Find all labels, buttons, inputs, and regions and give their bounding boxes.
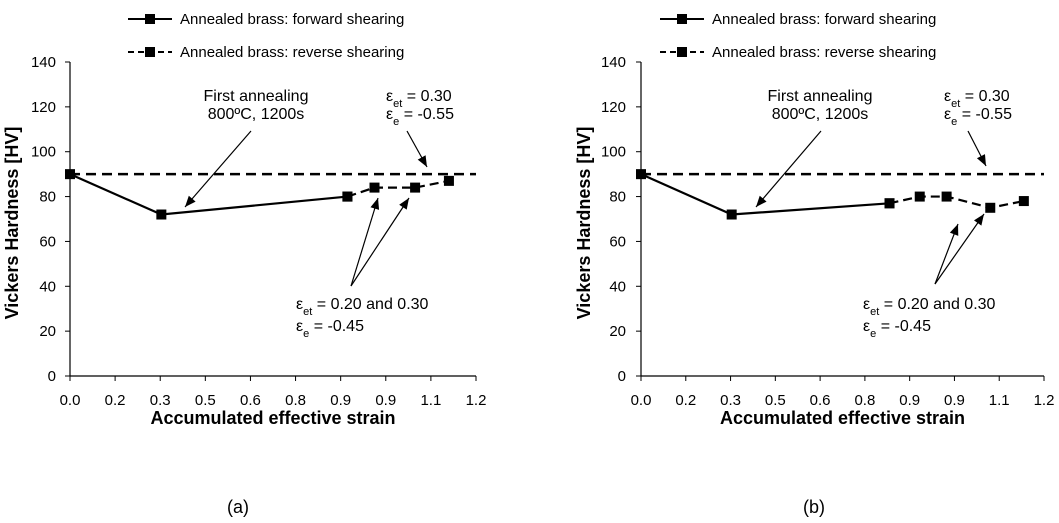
chart-panel-b: 0 20 40 60 80 100 120 140 0.0 0.2 0.3 0.5 0.6 0.8 0.9 0… bbox=[574, 11, 1054, 517]
y-tick-label: 80 bbox=[609, 189, 626, 206]
x-tick-label: 0.8 bbox=[285, 392, 306, 409]
data-point-marker bbox=[636, 169, 646, 180]
x-tick-label: 0.5 bbox=[195, 392, 216, 409]
annotation-arrow-2-shaft bbox=[350, 197, 379, 287]
x-tick-label: 0.9 bbox=[944, 392, 965, 409]
annotation-strain-020-030: εet = 0.20 and 0.30 bbox=[863, 296, 996, 318]
legend-label: Annealed brass: reverse shearing bbox=[712, 44, 936, 61]
annotation-arrow-2-head bbox=[949, 224, 959, 236]
x-tick-label: 0.5 bbox=[765, 392, 786, 409]
legend-marker bbox=[145, 14, 155, 24]
annotation-first-annealing: First annealing bbox=[768, 88, 873, 105]
data-point-marker bbox=[156, 209, 167, 220]
data-point-marker bbox=[884, 198, 895, 209]
x-tick-label: 0.6 bbox=[810, 392, 831, 409]
annotation-strain-030: εe = -0.55 bbox=[386, 106, 454, 128]
y-tick-label: 140 bbox=[31, 54, 56, 71]
x-tick-label: 0.9 bbox=[899, 392, 920, 409]
y-axis-title: Vickers Hardness [HV] bbox=[2, 127, 22, 320]
data-point-marker bbox=[941, 191, 952, 202]
data-point-marker bbox=[985, 202, 996, 213]
x-tick-label: 0.6 bbox=[240, 392, 261, 409]
chart-panel-a: 0 20 40 60 80 100 120 140 0.0 0.2 0.3 0.5 0.6 0.8 0.9 0… bbox=[2, 11, 486, 517]
data-point-marker bbox=[369, 182, 380, 193]
series-reverse-line bbox=[347, 179, 450, 198]
x-tick-label: 0.8 bbox=[854, 392, 875, 409]
legend-marker bbox=[677, 14, 687, 24]
annotation-arrow-0-head bbox=[185, 195, 196, 207]
y-tick-label: 20 bbox=[39, 323, 56, 340]
y-tick-label: 40 bbox=[39, 278, 56, 295]
data-point-marker bbox=[726, 209, 737, 220]
panel-label: (b) bbox=[803, 497, 825, 517]
annotation-arrow-0-shaft bbox=[184, 130, 252, 208]
y-tick-label: 140 bbox=[601, 54, 626, 71]
x-axis-title: Accumulated effective strain bbox=[720, 408, 965, 428]
x-tick-label: 0.2 bbox=[675, 392, 696, 409]
x-tick-label: 1.1 bbox=[420, 392, 441, 409]
x-tick-label: 0.0 bbox=[60, 392, 81, 409]
series-reverse-line bbox=[889, 195, 1025, 209]
annotation-first-annealing: 800ºC, 1200s bbox=[208, 106, 305, 123]
y-tick-label: 0 bbox=[618, 368, 626, 385]
annotation-arrow-2-head bbox=[370, 198, 380, 210]
annotation-strain-020-030: εet = 0.20 and 0.30 bbox=[296, 296, 429, 318]
legend-marker bbox=[677, 47, 687, 57]
legend-marker bbox=[145, 47, 155, 57]
x-tick-label: 1.2 bbox=[1034, 392, 1055, 409]
annotation-first-annealing: First annealing bbox=[204, 88, 309, 105]
x-tick-label: 0.3 bbox=[720, 392, 741, 409]
legend-label: Annealed brass: forward shearing bbox=[712, 11, 936, 28]
annotation-strain-030: εet = 0.30 bbox=[386, 88, 452, 110]
y-tick-label: 120 bbox=[31, 99, 56, 116]
x-tick-label: 0.2 bbox=[105, 392, 126, 409]
y-tick-label: 60 bbox=[39, 233, 56, 250]
annotation-arrow-3-head bbox=[399, 198, 409, 210]
y-tick-label: 120 bbox=[601, 99, 626, 116]
annotation-arrow-3-shaft bbox=[350, 197, 410, 287]
data-point-marker bbox=[1018, 196, 1029, 207]
annotation-strain-020-030: εe = -0.45 bbox=[863, 318, 931, 340]
annotation-arrow-0-shaft bbox=[755, 130, 822, 208]
annotation-strain-030: εe = -0.55 bbox=[944, 106, 1012, 128]
series-forward-line bbox=[640, 173, 890, 216]
annotation-strain-020-030: εe = -0.45 bbox=[296, 318, 364, 340]
x-tick-label: 0.3 bbox=[150, 392, 171, 409]
annotation-arrow-3-shaft bbox=[934, 213, 985, 285]
annotation-arrow-0-head bbox=[756, 195, 767, 207]
x-tick-label: 0.9 bbox=[375, 392, 396, 409]
x-tick-label: 1.1 bbox=[989, 392, 1010, 409]
y-tick-label: 40 bbox=[609, 278, 626, 295]
data-point-marker bbox=[342, 191, 353, 202]
legend-label: Annealed brass: forward shearing bbox=[180, 11, 404, 28]
data-point-marker bbox=[410, 182, 421, 193]
annotation-arrow-3-head bbox=[974, 214, 984, 226]
panel-label: (a) bbox=[227, 497, 249, 517]
y-tick-label: 100 bbox=[31, 144, 56, 161]
y-tick-label: 100 bbox=[601, 144, 626, 161]
y-tick-label: 20 bbox=[609, 323, 626, 340]
x-tick-label: 0.0 bbox=[631, 392, 652, 409]
x-tick-label: 1.2 bbox=[466, 392, 487, 409]
annotation-arrow-1-head bbox=[976, 154, 986, 166]
data-point-marker bbox=[914, 191, 925, 202]
y-axis-title: Vickers Hardness [HV] bbox=[574, 127, 594, 320]
legend-label: Annealed brass: reverse shearing bbox=[180, 44, 404, 61]
annotation-arrow-1-head bbox=[417, 155, 427, 167]
y-tick-label: 60 bbox=[609, 233, 626, 250]
annotation-strain-030: εet = 0.30 bbox=[944, 88, 1010, 110]
y-tick-label: 0 bbox=[48, 368, 56, 385]
data-point-marker bbox=[65, 169, 75, 180]
y-tick-label: 80 bbox=[39, 189, 56, 206]
x-axis-title: Accumulated effective strain bbox=[150, 408, 395, 428]
data-point-marker bbox=[443, 175, 454, 186]
annotation-first-annealing: 800ºC, 1200s bbox=[772, 106, 869, 123]
x-tick-label: 0.9 bbox=[330, 392, 351, 409]
